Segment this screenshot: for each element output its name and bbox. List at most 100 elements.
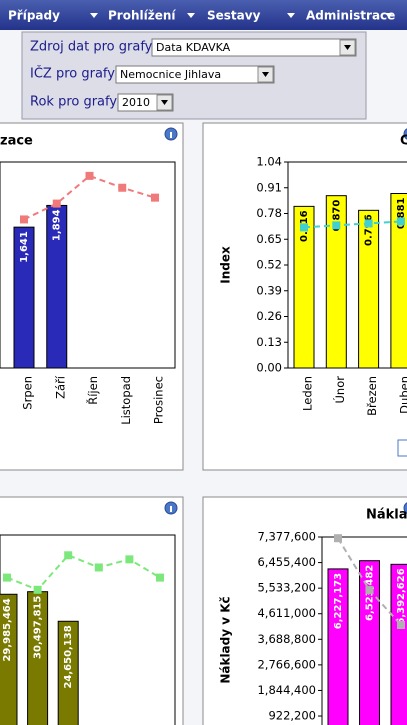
line-marker xyxy=(300,223,308,232)
line-marker xyxy=(94,563,103,572)
bar-value-label: 1,894 xyxy=(52,209,63,241)
chart-panel: C 0.00 0.13 0.26 0.39 0.52 0.65 0.78 0.91 1.04 Ind… xyxy=(202,122,407,471)
bar-value-label: 6,392,626 xyxy=(396,568,407,624)
bar xyxy=(359,560,380,725)
info-icon[interactable] xyxy=(403,128,407,140)
select-value: 2010 xyxy=(122,96,150,109)
filter-label: Zdroj dat pro grafy xyxy=(30,40,153,55)
line-marker xyxy=(396,217,405,226)
y-tick-label: 0.65 xyxy=(256,232,282,246)
x-tick-label: Září xyxy=(53,375,67,399)
chart-panel: Nákla 922,200 1,844,400 2,766,600 3,688,800 4… xyxy=(202,496,407,725)
bar xyxy=(358,209,380,369)
select-arrow xyxy=(262,72,269,77)
chart-panel: zace Srpen Září Říjen Listopad Prosinec 1,641 1… xyxy=(0,122,184,471)
info-icon[interactable] xyxy=(403,502,407,514)
line-marker xyxy=(85,171,94,180)
select-value: Nemocnice Jihlava xyxy=(120,68,221,81)
y-tick-label: 0.78 xyxy=(256,206,282,220)
menu-arrow xyxy=(385,13,393,18)
y-tick-label: 4,611,000 xyxy=(257,606,316,620)
x-tick-label: Leden xyxy=(301,376,315,411)
x-tick-label: Duben xyxy=(397,376,407,414)
y-tick-label: 0.13 xyxy=(256,335,282,349)
select-box[interactable] xyxy=(151,38,357,57)
select-value: Data KDAVKA xyxy=(156,41,231,54)
menu-bar xyxy=(0,0,407,30)
select-arrow xyxy=(344,45,351,50)
chart: Srpen Září Říjen Listopad Prosinec 1,641 1,894 xyxy=(0,161,176,425)
filter-label: IČZ pro grafy xyxy=(30,66,115,82)
line-marker xyxy=(365,586,374,595)
chart-panel: 29,985,464 30,497,815 24,650,138 xyxy=(0,496,184,725)
line xyxy=(303,220,401,229)
x-tick-label: Říjen xyxy=(85,376,100,405)
line-marker xyxy=(33,585,42,594)
y-tick-label: 0.91 xyxy=(256,180,282,194)
line-marker xyxy=(334,534,342,543)
y-tick-label: 0.39 xyxy=(256,283,282,297)
chart: 922,200 1,844,400 2,766,600 3,688,800 4,611,… xyxy=(219,530,407,725)
menu-item[interactable]: Případy xyxy=(8,9,60,23)
select-arrow xyxy=(161,100,168,105)
y-tick-label: 1,844,400 xyxy=(257,683,316,697)
bar xyxy=(325,195,347,369)
bar xyxy=(293,205,315,369)
chart: 0.00 0.13 0.26 0.39 0.52 0.65 0.78 0.91 1.04 Inde… xyxy=(219,155,407,416)
y-tick-label: 5,533,200 xyxy=(257,581,316,595)
line-marker xyxy=(332,221,341,230)
bar xyxy=(327,568,349,725)
y-tick-label: 3,688,800 xyxy=(257,632,316,646)
chart-title: Nákla xyxy=(366,508,407,523)
bar-value-label: 0.870 xyxy=(331,200,342,232)
y-tick-label: 0.26 xyxy=(256,309,282,323)
bar-value-label: 6,227,173 xyxy=(333,573,344,629)
bar xyxy=(390,563,407,725)
bar xyxy=(0,593,18,725)
x-tick-label: Březen xyxy=(365,376,379,416)
bar-value-label: 0.881 xyxy=(396,197,407,229)
line-marker xyxy=(3,573,11,582)
info-icon-glyph xyxy=(170,506,172,512)
info-icon-glyph xyxy=(170,132,172,138)
menu-item[interactable]: Prohlížení xyxy=(108,9,176,23)
line xyxy=(6,554,161,591)
y-axis-title: Náklady v Kč xyxy=(219,596,233,683)
line-marker xyxy=(20,215,28,224)
x-tick-label: Listopad xyxy=(119,376,133,425)
line-marker xyxy=(125,555,134,564)
y-tick-label: 2,766,600 xyxy=(257,657,316,671)
x-tick-label: Prosinec xyxy=(152,376,166,424)
y-tick-label: 6,455,400 xyxy=(257,555,316,569)
bar-value-label: 30,497,815 xyxy=(33,596,44,659)
chart-title: zace xyxy=(0,134,33,149)
menu-item[interactable]: Administrace xyxy=(306,9,395,23)
chart-title: C xyxy=(400,134,407,149)
line-marker xyxy=(364,219,373,228)
y-tick-label: 922,200 xyxy=(268,709,316,723)
bar xyxy=(13,226,35,369)
line xyxy=(23,174,156,221)
menu-arrow xyxy=(90,13,98,18)
bar xyxy=(57,620,79,725)
y-tick-label: 7,377,600 xyxy=(257,530,316,544)
legend-box xyxy=(397,439,407,457)
y-tick-label: 0.00 xyxy=(256,361,282,375)
line-marker xyxy=(156,573,164,582)
line-marker xyxy=(52,199,61,208)
menu-arrow xyxy=(287,13,295,18)
x-tick-label: Srpen xyxy=(21,376,35,410)
line-marker xyxy=(64,551,73,560)
bar-value-label: 0.796 xyxy=(364,214,375,246)
line-marker xyxy=(118,183,127,192)
menu-item[interactable]: Sestavy xyxy=(207,9,261,23)
y-tick-label: 1.04 xyxy=(256,155,282,169)
bar-value-label: 24,650,138 xyxy=(63,625,74,688)
select-box[interactable] xyxy=(115,65,275,84)
line-marker xyxy=(151,193,159,202)
menu-arrow xyxy=(187,13,195,18)
x-tick-label: Únor xyxy=(332,376,347,404)
bar xyxy=(390,192,407,369)
chart: 29,985,464 30,497,815 24,650,138 xyxy=(0,534,176,725)
